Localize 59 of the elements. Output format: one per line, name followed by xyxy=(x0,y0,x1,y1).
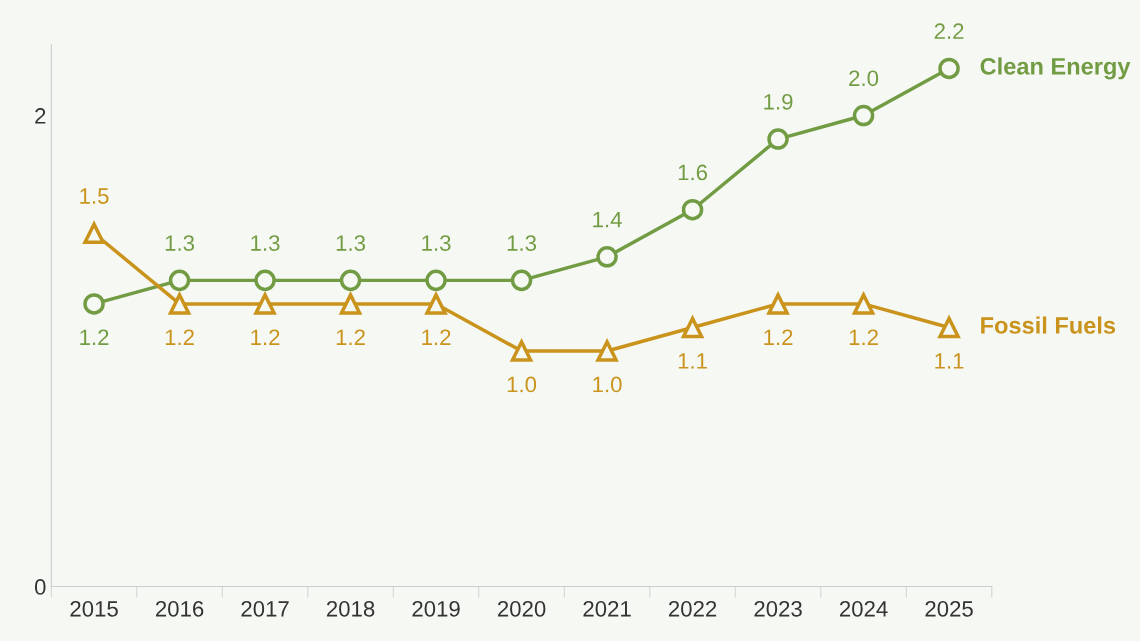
point xyxy=(82,220,105,245)
data-label: 1.0 xyxy=(593,376,622,393)
data-label: 1.3 xyxy=(422,235,451,251)
point xyxy=(681,198,704,221)
y-tick-label: 0 xyxy=(34,579,46,595)
point xyxy=(852,104,875,127)
data-label: 1.2 xyxy=(80,329,109,346)
data-label: 1.5 xyxy=(80,188,109,204)
point xyxy=(168,293,191,315)
data-label: 1.2 xyxy=(336,329,365,346)
data-label: 1.6 xyxy=(678,164,708,181)
data-label: 1.3 xyxy=(336,235,366,251)
data-label: 1.2 xyxy=(165,329,194,346)
point xyxy=(254,293,276,315)
x-tick-label: 2020 xyxy=(497,600,546,617)
point xyxy=(596,340,618,362)
point xyxy=(852,293,875,315)
data-label: 1.3 xyxy=(165,235,195,251)
point xyxy=(596,246,618,268)
data-label: 2.2 xyxy=(934,23,964,39)
x-tick-label: 2018 xyxy=(326,600,375,617)
x-tick-label: 2023 xyxy=(754,600,802,617)
data-label: 1.0 xyxy=(507,376,537,393)
data-label: 1.2 xyxy=(849,329,878,346)
data-label: 1.3 xyxy=(251,235,280,251)
y-tick-label: 2 xyxy=(35,108,46,124)
point xyxy=(83,293,105,315)
x-tick-label: 2022 xyxy=(668,600,717,617)
point xyxy=(510,340,533,362)
point xyxy=(680,314,705,339)
data-label: 1.2 xyxy=(251,329,280,346)
point xyxy=(425,293,447,315)
point xyxy=(339,293,362,315)
data-label: 1.3 xyxy=(507,235,537,251)
point xyxy=(510,269,533,292)
series-label: Clean Energy xyxy=(980,57,1131,80)
data-label: 1.2 xyxy=(422,329,451,346)
series-label: Fossil Fuels xyxy=(981,316,1116,334)
data-label: 1.4 xyxy=(593,211,622,228)
x-tick-label: 2024 xyxy=(839,600,888,617)
x-tick-label: 2025 xyxy=(925,600,973,617)
point xyxy=(425,269,447,292)
point xyxy=(767,128,789,150)
x-tick-label: 2017 xyxy=(241,600,289,617)
point xyxy=(937,314,961,339)
point xyxy=(339,269,362,292)
data-label: 1.1 xyxy=(935,353,964,369)
x-tick-label: 2015 xyxy=(70,600,118,617)
data-label: 1.1 xyxy=(678,353,707,369)
x-tick-label: 2021 xyxy=(583,600,631,617)
data-label: 1.9 xyxy=(764,93,793,110)
data-label: 2.0 xyxy=(849,70,879,87)
data-label: 1.2 xyxy=(764,329,793,346)
x-tick-label: 2016 xyxy=(155,600,204,617)
point xyxy=(767,293,789,315)
point xyxy=(168,269,191,292)
point xyxy=(938,57,960,80)
x-tick-label: 2019 xyxy=(412,600,460,617)
point xyxy=(254,269,276,292)
